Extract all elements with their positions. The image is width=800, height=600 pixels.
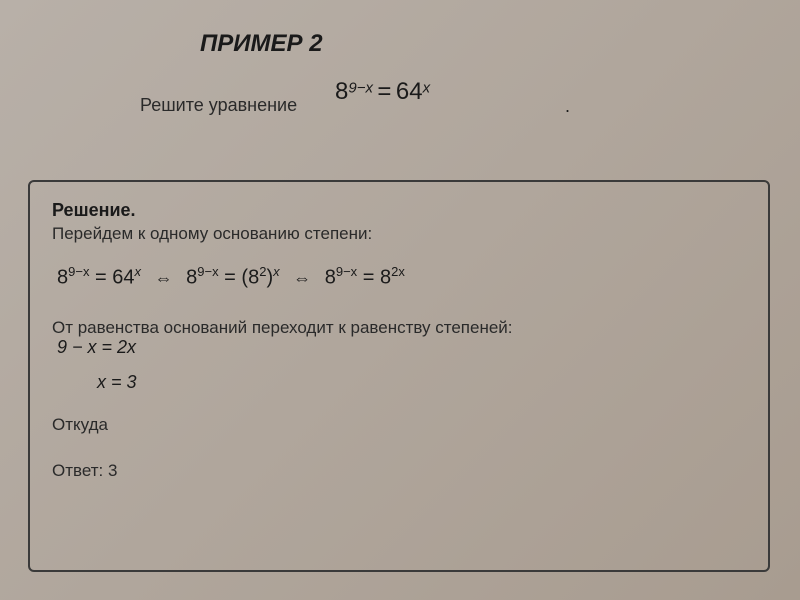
eq-right-exp: x [423, 80, 431, 97]
solution-container: Решение. Перейдем к одному основанию сте… [28, 180, 770, 572]
eq-right-base: 64 [396, 78, 423, 105]
step1-text: Перейдем к одному основанию степени: [52, 224, 746, 244]
eq-left-base: 8 [335, 78, 348, 105]
eq-period: . [565, 96, 570, 117]
answer-text: Ответ: 3 [52, 461, 746, 481]
whence-text: Откуда [52, 415, 746, 435]
step3-equation: x = 3 [97, 372, 746, 393]
example-title: ПРИМЕР 2 [200, 30, 323, 58]
step2-text: От равенства оснований переходит к равен… [52, 318, 746, 338]
eq-left-exp: 9−x [348, 80, 373, 97]
solution-heading: Решение. [52, 200, 746, 221]
step1-equation: 89−x = 64x ⇔ 89−x = (82)x ⇔ 89−x = 82x [57, 264, 746, 290]
problem-statement: Решите уравнение [140, 95, 297, 116]
step2-equation: 9 − x = 2x [57, 337, 746, 358]
main-equation: 89−x = 64x . [335, 78, 430, 106]
eq-equals: = [377, 78, 391, 105]
